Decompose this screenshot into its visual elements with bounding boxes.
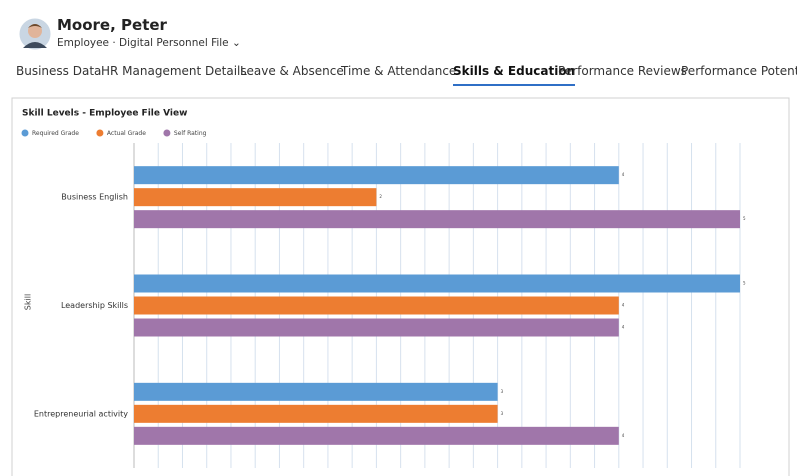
legend-label: Required Grade xyxy=(32,130,79,137)
tab[interactable]: Business Data xyxy=(16,64,102,78)
tab[interactable]: Time & Attendance xyxy=(341,64,457,78)
tab-bar: Business Data HR Management Details Leave … xyxy=(0,64,797,88)
bar xyxy=(134,166,619,185)
chart-card xyxy=(11,97,790,476)
tab[interactable]: Performance Reviews xyxy=(558,64,687,78)
legend-label: Self Rating xyxy=(174,130,207,137)
bar xyxy=(134,382,498,401)
legend-swatch xyxy=(21,129,29,137)
data-label: 4 xyxy=(622,325,625,330)
data-label: 3 xyxy=(501,389,504,394)
legend-label: Actual Grade xyxy=(107,130,146,137)
bar xyxy=(134,404,498,423)
data-label: 4 xyxy=(622,172,625,177)
data-label: 4 xyxy=(622,303,625,308)
employee-subtitle: Employee · Digital Personnel File ⌄ xyxy=(57,37,241,49)
bar xyxy=(134,318,619,337)
bar xyxy=(134,210,740,229)
y-tick-label: Entrepreneurial activity xyxy=(34,409,128,418)
y-axis-label: Skill xyxy=(24,294,33,310)
data-label: 5 xyxy=(743,216,746,221)
avatar xyxy=(18,17,52,51)
bar xyxy=(134,296,619,315)
tab[interactable]: Leave & Absence xyxy=(240,64,344,78)
bar xyxy=(134,188,377,207)
tab[interactable]: Skills & Education xyxy=(453,64,576,86)
data-label: 2 xyxy=(379,194,382,199)
bar xyxy=(134,274,740,293)
role: Employee xyxy=(57,37,110,49)
data-label: 4 xyxy=(622,433,625,438)
employee-name: Moore, Peter xyxy=(57,16,167,34)
file-type[interactable]: Digital Personnel File xyxy=(119,37,229,49)
y-tick-label: Business English xyxy=(61,193,128,202)
chart-title: Skill Levels - Employee File View xyxy=(22,109,187,119)
legend-swatch xyxy=(163,129,171,137)
bar xyxy=(134,426,619,445)
data-label: 3 xyxy=(501,411,504,416)
legend-swatch xyxy=(96,129,104,137)
data-label: 5 xyxy=(743,281,746,286)
tab[interactable]: Performance Potential xyxy=(681,64,797,78)
y-tick-label: Leadership Skills xyxy=(61,301,128,310)
tab[interactable]: HR Management Details xyxy=(101,64,247,78)
